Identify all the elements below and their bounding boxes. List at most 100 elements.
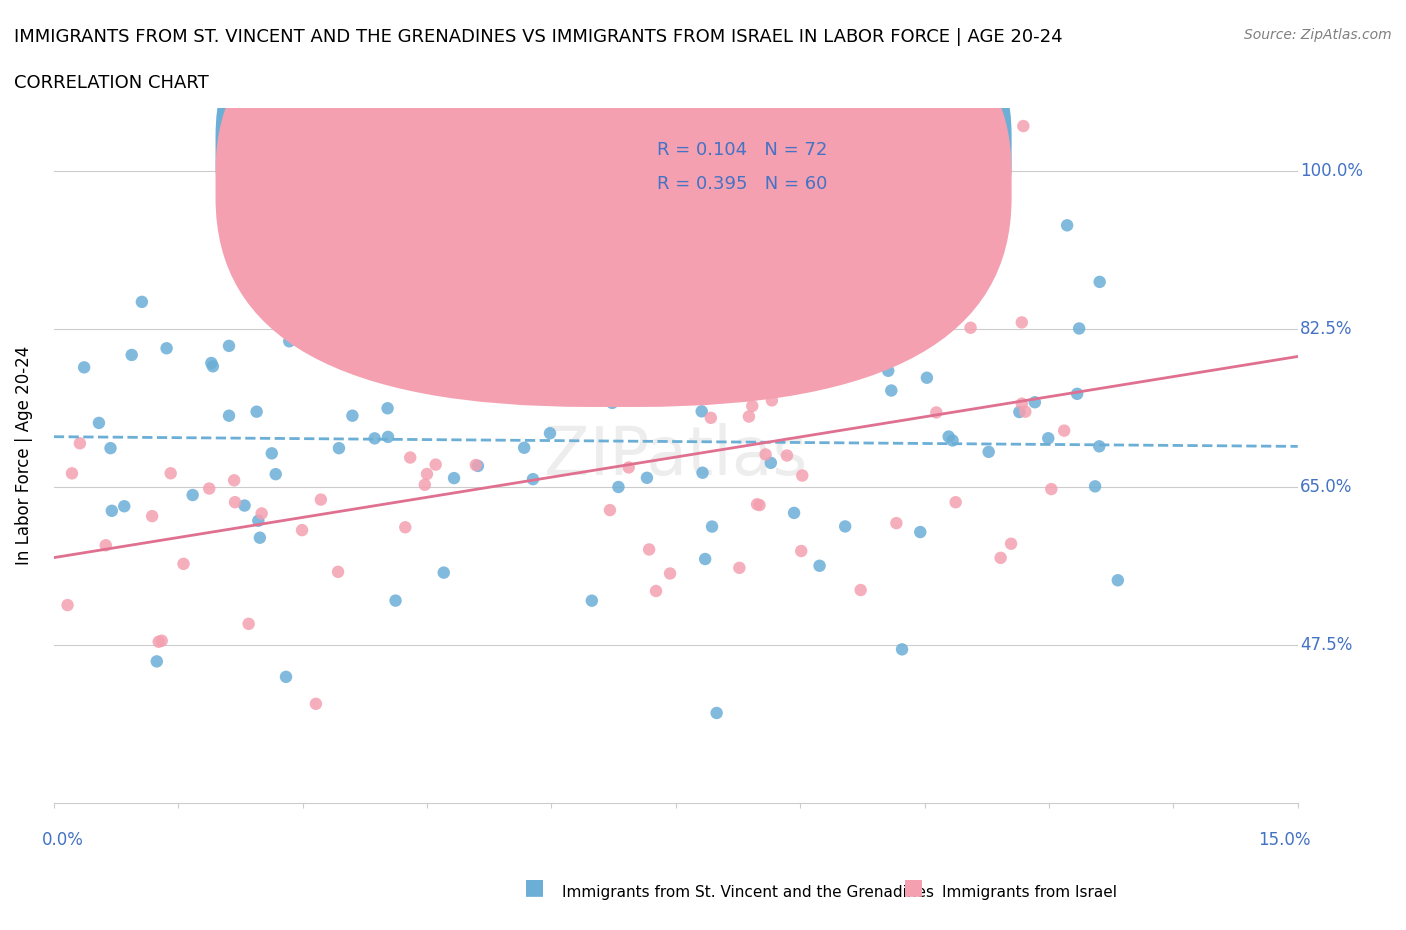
Point (263, 206, 285, 220)
Point (915, 370, 938, 385)
Point (249, 530, 271, 545)
Text: CORRELATION CHART: CORRELATION CHART (14, 74, 209, 92)
Point (683, 390, 706, 405)
Text: ZIPatlas: ZIPatlas (544, 422, 807, 488)
Point (233, 498, 256, 513)
Text: Immigrants from Israel: Immigrants from Israel (942, 885, 1116, 900)
Point (977, 445, 1000, 459)
Point (631, 352, 654, 366)
Point (600, 395, 623, 410)
Point (1088, 439, 1111, 454)
Point (945, 495, 967, 510)
Point (959, 320, 981, 335)
Point (700, 410, 723, 425)
Point (173, 556, 195, 571)
Point (247, 513, 270, 528)
Point (808, 558, 831, 573)
Point (910, 525, 932, 539)
Point (880, 383, 903, 398)
Point (342, 408, 364, 423)
Point (990, 551, 1012, 565)
Point (738, 409, 761, 424)
Point (846, 164, 869, 179)
Point (377, 401, 399, 416)
Point (73, 360, 96, 375)
Text: Source: ZipAtlas.com: Source: ZipAtlas.com (1244, 28, 1392, 42)
Point (121, 348, 143, 363)
Point (636, 471, 658, 485)
FancyBboxPatch shape (564, 122, 912, 226)
Point (783, 505, 806, 520)
Point (828, 343, 851, 358)
Point (181, 487, 204, 502)
Point (309, 492, 332, 507)
Point (305, 697, 328, 711)
Point (101, 503, 124, 518)
Point (416, 467, 439, 482)
Text: 100.0%: 100.0% (1301, 162, 1364, 180)
Point (1040, 482, 1063, 497)
Point (394, 520, 416, 535)
Point (942, 433, 965, 448)
Point (617, 460, 640, 475)
Point (384, 593, 406, 608)
Point (278, 334, 301, 349)
Point (761, 393, 783, 408)
Point (776, 448, 799, 463)
Point (363, 271, 385, 286)
Text: R = 0.395   N = 60: R = 0.395 N = 60 (657, 176, 828, 193)
Point (728, 561, 751, 576)
Point (94, 538, 117, 552)
Point (198, 481, 221, 496)
Point (112, 498, 135, 513)
Point (756, 375, 779, 390)
Point (1053, 423, 1076, 438)
Point (685, 272, 707, 286)
Point (377, 430, 399, 445)
Point (60, 466, 83, 481)
Point (690, 404, 713, 418)
Point (741, 399, 763, 414)
Point (581, 593, 603, 608)
Point (700, 519, 723, 534)
Point (425, 458, 447, 472)
Text: 15.0%: 15.0% (1257, 831, 1310, 849)
Point (131, 295, 153, 310)
Point (246, 405, 269, 419)
Point (538, 426, 561, 441)
Text: ■: ■ (904, 877, 924, 897)
Point (87, 416, 110, 431)
Text: 47.5%: 47.5% (1301, 636, 1353, 654)
Point (399, 173, 422, 188)
Point (100, 441, 122, 456)
Point (201, 359, 224, 374)
Point (1107, 573, 1129, 588)
Point (925, 405, 948, 420)
Point (1014, 405, 1036, 419)
Point (612, 267, 634, 282)
Point (607, 480, 630, 495)
Point (1066, 386, 1088, 401)
Point (1084, 479, 1107, 494)
Text: ■: ■ (524, 877, 544, 897)
Point (141, 509, 163, 524)
Point (200, 355, 222, 370)
Point (645, 583, 668, 598)
Point (599, 502, 621, 517)
Point (1011, 396, 1033, 411)
Point (938, 429, 960, 444)
Point (849, 582, 872, 597)
Point (159, 466, 181, 481)
Point (522, 472, 544, 486)
Point (695, 551, 717, 566)
Point (706, 706, 728, 721)
Text: Immigrants from St. Vincent and the Grenadines: Immigrants from St. Vincent and the Gren… (562, 885, 935, 900)
Point (399, 450, 422, 465)
Point (148, 634, 170, 649)
Point (748, 498, 770, 512)
Point (352, 317, 374, 332)
Point (250, 506, 273, 521)
Point (264, 467, 287, 482)
Point (1069, 321, 1091, 336)
Point (745, 497, 768, 512)
